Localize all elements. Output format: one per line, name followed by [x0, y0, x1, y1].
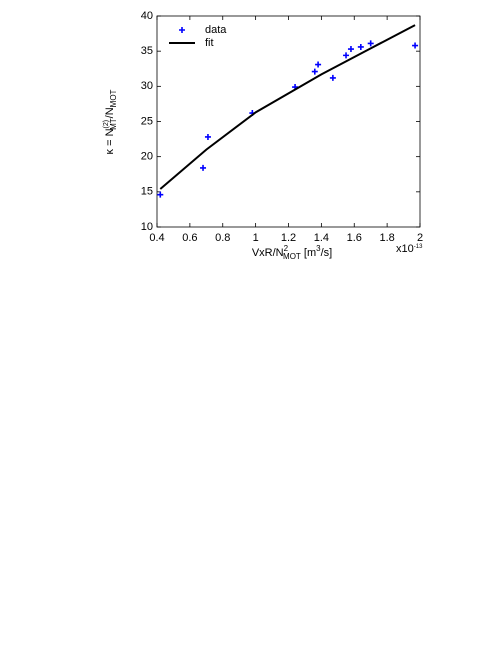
- data-point: [200, 164, 207, 171]
- y-tick-label: 35: [141, 45, 153, 57]
- data-point: [357, 43, 364, 50]
- y-tick-label: 20: [141, 151, 153, 163]
- x-tick-label: 1.2: [281, 232, 296, 244]
- x-tick-label: 0.8: [215, 232, 230, 244]
- x-offset-label: x10-13: [396, 243, 423, 255]
- x-tick-label: 1.6: [347, 232, 362, 244]
- data-point: [157, 191, 164, 198]
- x-label-part: 3: [316, 244, 321, 253]
- y-label-part: MT: [109, 118, 118, 130]
- y-label-part: (2): [103, 120, 110, 129]
- legend-marker: [179, 27, 185, 33]
- y-label-part: κ = N: [104, 128, 116, 154]
- y-tick-label: 15: [141, 186, 153, 198]
- x-tick-label: 1.4: [314, 232, 329, 244]
- x-axis-label: VxR/N2 MOT [m3/s]: [252, 244, 332, 261]
- legend-label: fit: [205, 37, 214, 49]
- x-tick-label: 2: [417, 232, 423, 244]
- y-tick-label: 25: [141, 115, 153, 127]
- data-point: [204, 133, 211, 140]
- x-label-part: VxR/N: [252, 247, 284, 259]
- data-point: [412, 42, 419, 49]
- offset-part: -13: [414, 244, 423, 250]
- legend-label: data: [205, 24, 227, 36]
- y-axis-label: κ = N(2)MT/NMOT: [103, 89, 118, 154]
- data-point: [329, 74, 336, 81]
- x-tick-label: 1: [253, 232, 259, 244]
- y-label-part: /N: [104, 107, 116, 118]
- x-label-part: MOT: [283, 252, 301, 261]
- x-tick-label: 0.4: [149, 232, 164, 244]
- offset-part: x10: [396, 243, 414, 255]
- data-point: [343, 52, 350, 59]
- x-tick-label: 0.6: [182, 232, 197, 244]
- data-point: [311, 68, 318, 75]
- y-label-part: MOT: [109, 89, 118, 107]
- data-point: [315, 61, 322, 68]
- data-point: [367, 40, 374, 47]
- x-label-part: /s]: [321, 247, 333, 259]
- x-label-part: 2: [284, 244, 289, 253]
- fit-line: [159, 24, 416, 190]
- plot-frame: [156, 15, 421, 228]
- x-tick-label: 1.8: [379, 232, 394, 244]
- y-tick-label: 10: [141, 221, 153, 233]
- y-tick-label: 40: [141, 10, 153, 22]
- y-tick-label: 30: [141, 80, 153, 92]
- x-label-part: [m: [301, 247, 316, 259]
- data-point: [347, 46, 354, 53]
